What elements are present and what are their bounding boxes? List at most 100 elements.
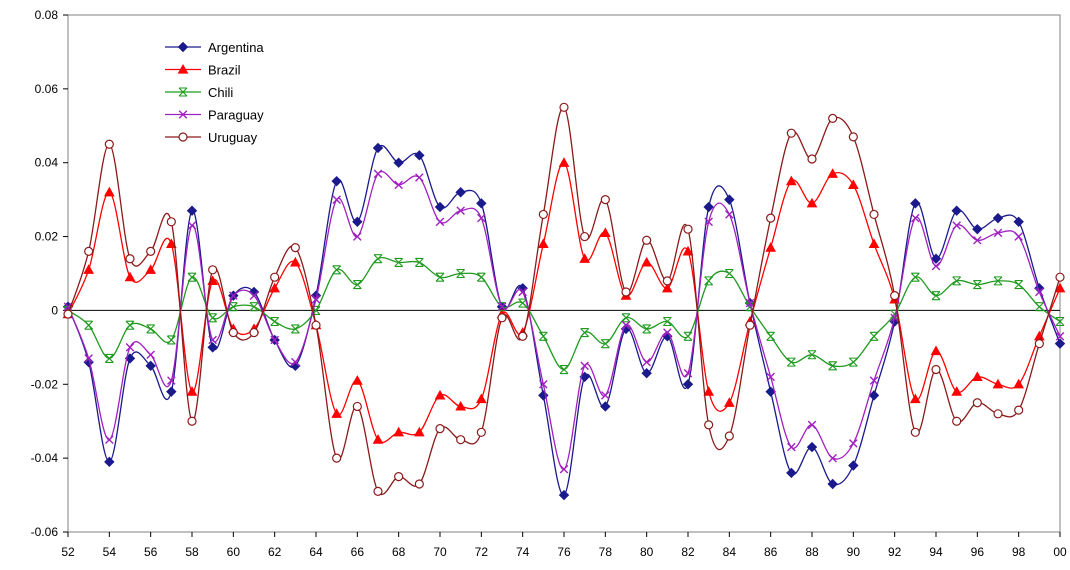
data-point-brazil	[269, 282, 281, 293]
data-point-uruguay	[332, 453, 342, 463]
data-point-brazil	[165, 238, 177, 249]
data-point-chili	[807, 350, 817, 360]
y-tick-label: -0.02	[31, 377, 59, 391]
x-tick-label: 86	[764, 545, 778, 559]
data-point-chili	[435, 272, 445, 282]
data-point-uruguay	[270, 272, 280, 282]
x-tick-label: 52	[61, 545, 75, 559]
data-point-paraguay	[663, 328, 672, 337]
data-point-paraguay	[311, 295, 321, 304]
data-point-chili	[662, 316, 672, 327]
data-point-chili	[848, 357, 858, 367]
data-point-paraguay	[146, 350, 155, 360]
data-point-chili	[352, 280, 362, 290]
data-point-paraguay	[291, 357, 300, 367]
data-point-paraguay	[167, 376, 176, 385]
data-point-brazil	[558, 157, 570, 167]
x-tick-label: 72	[475, 545, 489, 559]
legend-label-uruguay: Uruguay	[208, 130, 258, 145]
data-point-paraguay	[787, 442, 796, 452]
data-point-argentina	[868, 390, 880, 401]
data-point-brazil	[393, 426, 405, 437]
data-point-chili	[621, 313, 631, 323]
data-point-brazil	[723, 397, 735, 407]
data-point-paraguay	[332, 195, 341, 204]
data-point-uruguay	[786, 128, 796, 138]
data-point-argentina	[910, 198, 921, 209]
data-point-argentina	[682, 379, 694, 390]
data-point-uruguay	[683, 224, 693, 234]
data-point-uruguay	[125, 254, 135, 264]
x-tick-label: 58	[185, 545, 199, 559]
data-point-chili	[642, 324, 652, 334]
data-point-uruguay	[890, 291, 900, 301]
data-point-uruguay	[993, 409, 1003, 419]
data-point-uruguay	[580, 231, 590, 242]
data-point-argentina	[972, 223, 983, 235]
data-point-chili	[869, 331, 879, 341]
data-point-uruguay	[373, 486, 383, 496]
data-point-brazil	[1013, 378, 1025, 389]
data-point-paraguay	[373, 169, 383, 179]
series-uruguay	[63, 102, 1065, 496]
data-point-paraguay	[518, 287, 527, 297]
data-point-argentina	[827, 478, 838, 490]
x-tick-label: 94	[929, 545, 943, 559]
data-point-uruguay	[187, 416, 197, 426]
data-point-argentina	[145, 360, 156, 372]
data-point-paraguay	[869, 376, 879, 385]
data-point-uruguay	[497, 313, 507, 323]
data-point-argentina	[331, 175, 342, 187]
data-point-chili	[786, 357, 796, 367]
data-point-uruguay	[456, 435, 466, 445]
data-point-argentina	[600, 401, 611, 412]
data-point-paraguay	[497, 302, 507, 312]
data-point-uruguay	[972, 398, 982, 408]
data-point-argentina	[930, 253, 942, 264]
y-tick-label: 0.06	[35, 82, 59, 96]
legend-label-paraguay: Paraguay	[208, 108, 264, 123]
data-point-uruguay	[807, 154, 817, 164]
data-point-brazil	[351, 375, 363, 385]
data-point-brazil	[930, 345, 942, 356]
data-point-paraguay	[208, 335, 217, 345]
data-point-uruguay	[704, 420, 714, 430]
data-point-argentina	[848, 460, 859, 471]
data-point-uruguay	[1055, 272, 1065, 282]
data-point-chili	[394, 257, 404, 267]
data-point-uruguay	[559, 102, 569, 112]
data-point-brazil	[579, 253, 591, 263]
legend-label-brazil: Brazil	[208, 63, 241, 78]
x-tick-label: 88	[805, 545, 819, 559]
legend-item-uruguay: Uruguay	[165, 130, 258, 145]
data-point-uruguay	[910, 427, 920, 437]
data-point-uruguay	[621, 287, 631, 297]
data-point-brazil	[372, 434, 384, 444]
data-point-paraguay	[456, 206, 465, 216]
data-point-argentina	[207, 342, 218, 353]
data-point-brazil	[785, 175, 797, 186]
data-point-chili	[931, 291, 941, 301]
data-point-argentina	[455, 187, 466, 198]
data-point-paraguay	[477, 213, 486, 223]
legend-item-argentina: Argentina	[165, 40, 264, 55]
data-point-brazil	[909, 393, 921, 404]
data-point-chili	[1034, 302, 1044, 312]
data-point-argentina	[951, 205, 962, 216]
data-point-uruguay	[394, 472, 404, 482]
data-point-chili	[1014, 280, 1024, 290]
data-point-chili	[518, 298, 528, 308]
data-point-paraguay	[1014, 232, 1023, 241]
data-point-paraguay	[704, 217, 713, 227]
data-point-paraguay	[807, 420, 817, 430]
data-point-uruguay	[869, 209, 879, 220]
data-point-chili	[1055, 316, 1065, 327]
data-point-brazil	[186, 386, 198, 396]
data-point-uruguay	[146, 246, 156, 256]
x-tick-label: 76	[557, 545, 571, 559]
data-point-chili	[828, 361, 838, 371]
data-point-brazil	[331, 408, 343, 418]
series-paraguay	[63, 169, 1065, 474]
data-point-brazil	[868, 238, 880, 249]
